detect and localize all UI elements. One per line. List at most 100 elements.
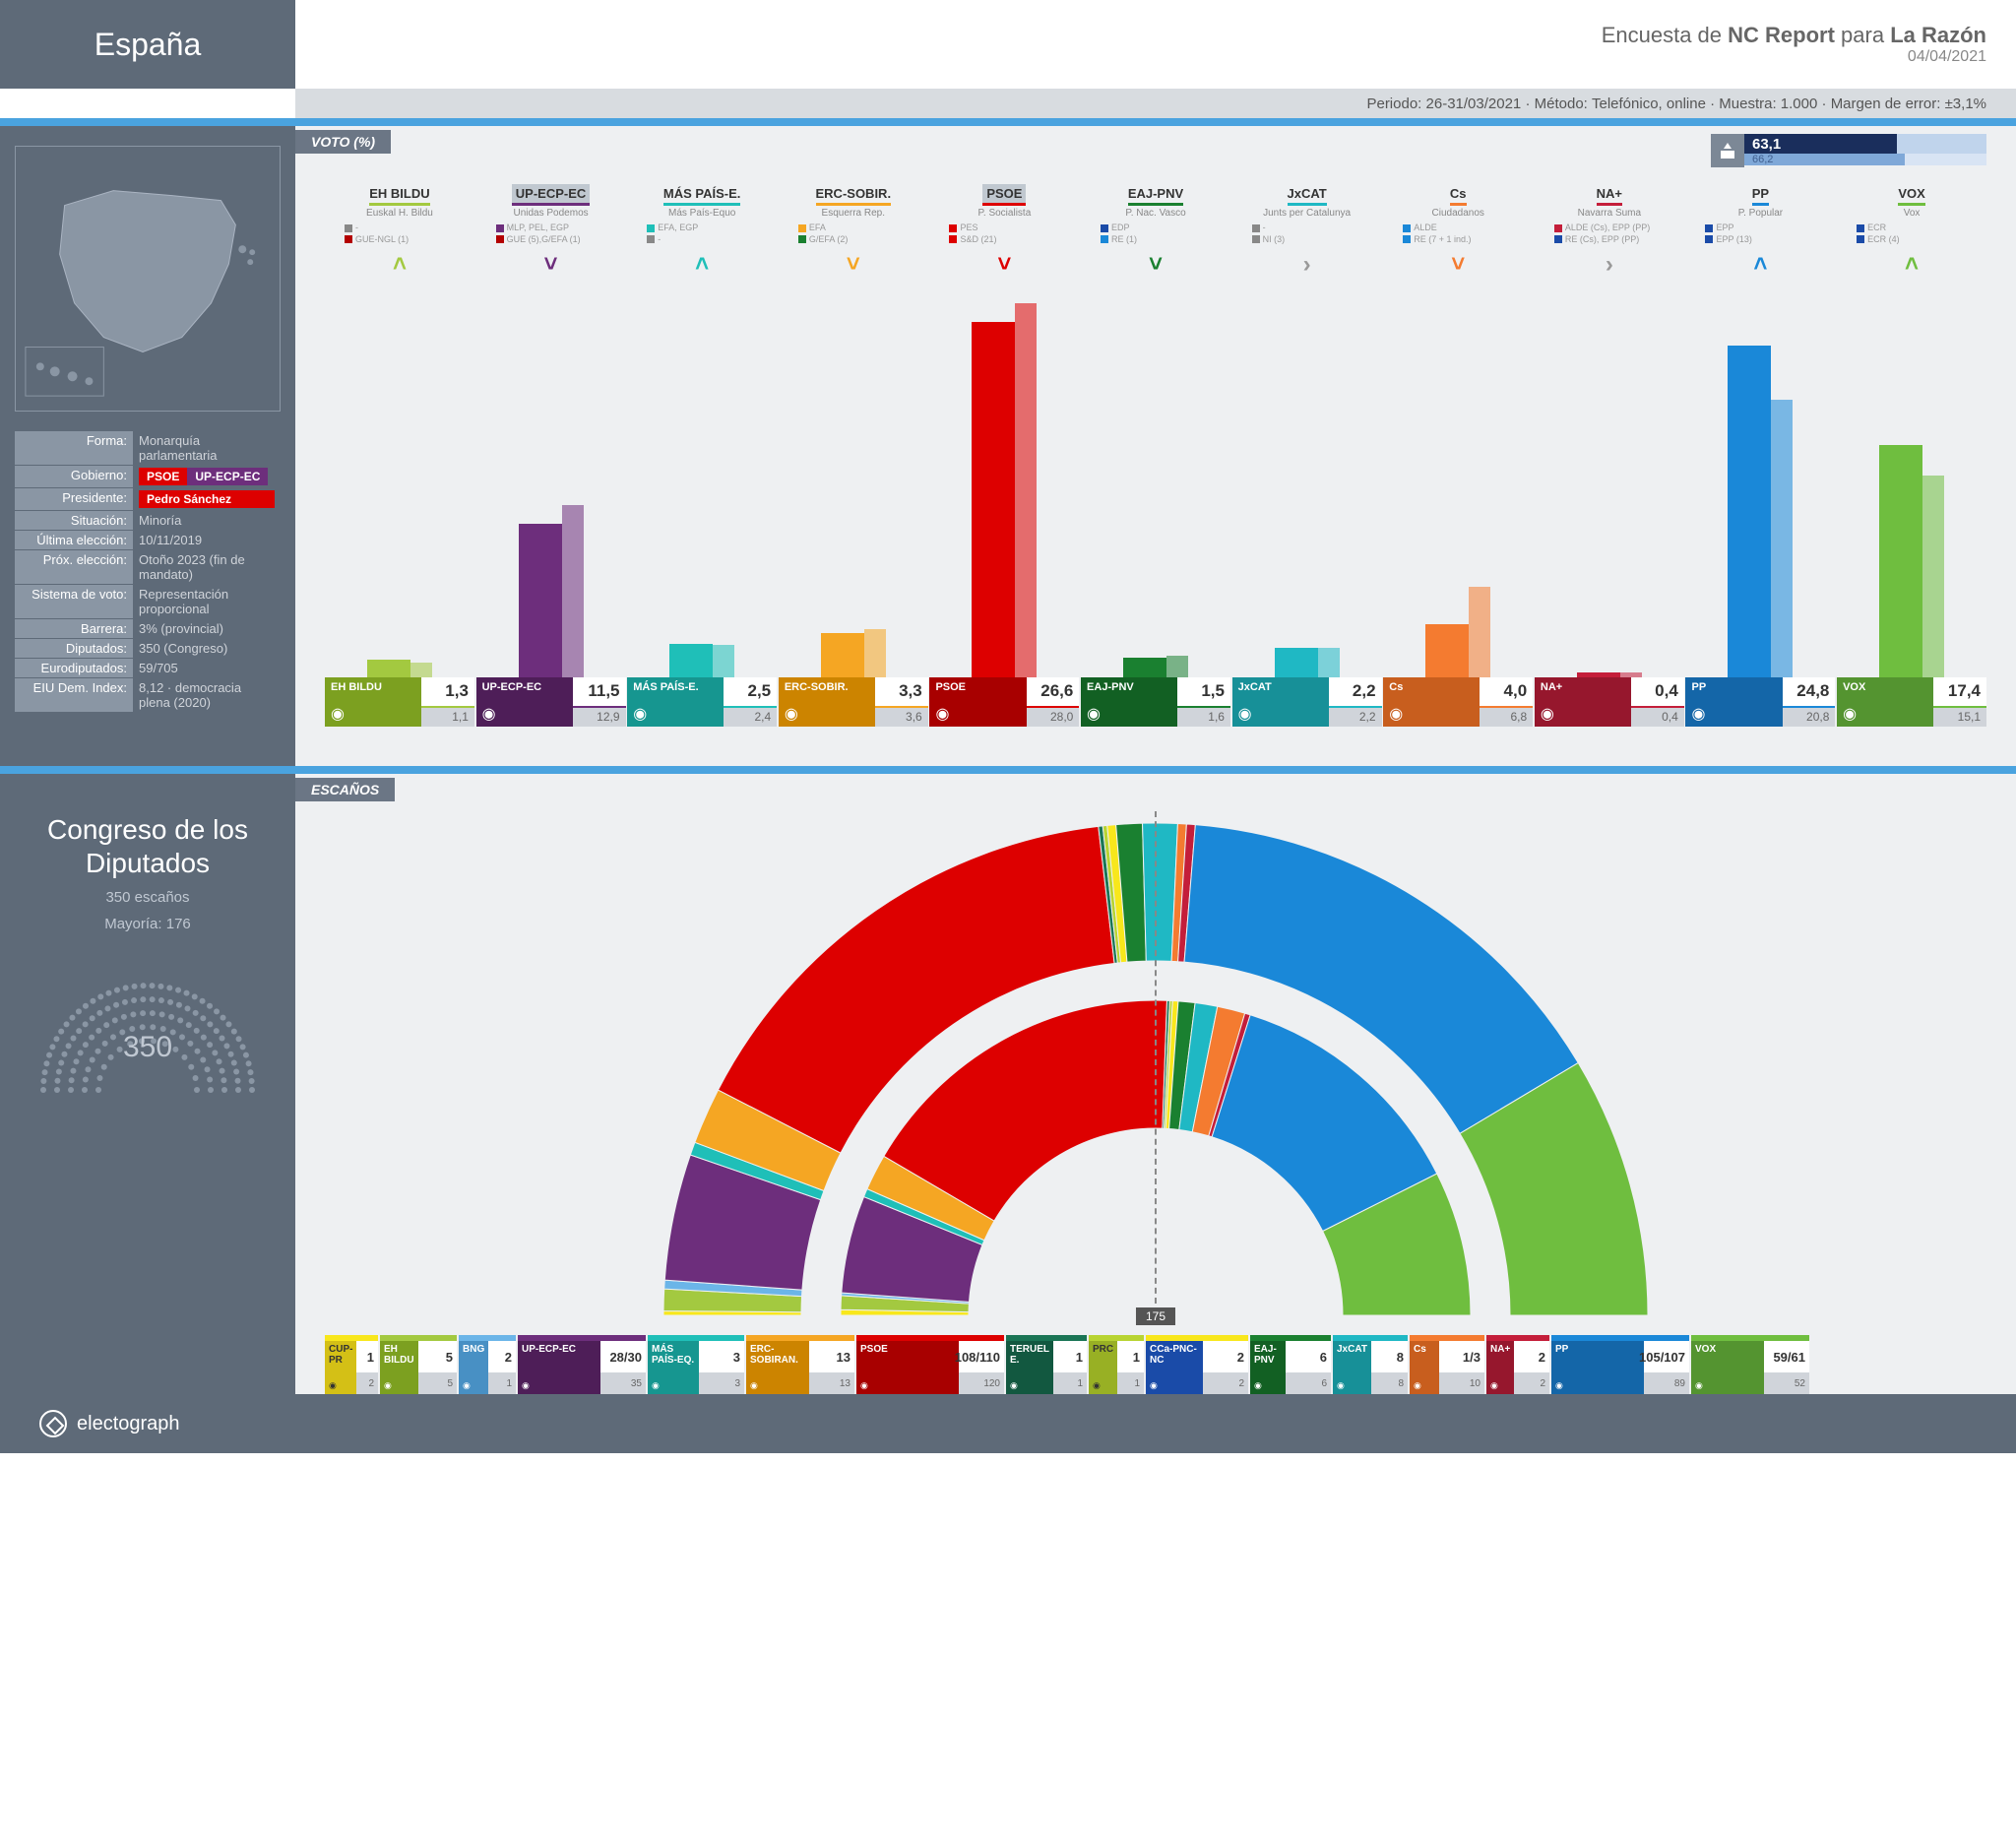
sample-value: 1.000 (1781, 96, 1818, 112)
spain-map (15, 146, 281, 412)
bar-label-EAJ-PNV: EAJ-PNV◉ 1,51,6 (1081, 677, 1230, 727)
bar-VOX (1837, 303, 1986, 677)
seats-labels: CUP-PR◉ 12 EH BILDU◉ 55 BNG◉ 21 UP-ECP-E… (325, 1335, 1986, 1394)
map-svg (16, 147, 280, 411)
bar-Cs (1383, 303, 1533, 677)
bar-EH BILDU (325, 303, 474, 677)
info-euro: 59/705 (133, 659, 281, 677)
party-header-PSOE: PSOE P. Socialista PESS&D (21) ˅ (929, 185, 1079, 293)
seat-label-VOX: VOX◉ 59/6152 (1691, 1335, 1809, 1394)
bar-labels: EH BILDU◉ 1,31,1 UP-ECP-EC◉ 11,512,9 MÁS… (325, 677, 1986, 727)
seat-label-PRC: PRC◉ 11 (1089, 1335, 1144, 1394)
info-prox: Otoño 2023 (fin de mandato) (133, 550, 281, 584)
arc-chart: 175 (467, 813, 1845, 1325)
meta-row: Periodo: 26-31/03/2021 · Método: Telefón… (0, 89, 2016, 118)
meta-content: Periodo: 26-31/03/2021 · Método: Telefón… (295, 89, 2016, 118)
country-title: España (0, 0, 295, 89)
bar-label-VOX: VOX◉ 17,415,1 (1837, 677, 1986, 727)
pollster: NC Report (1728, 23, 1835, 47)
info-gobierno: PSOEUP-ECP-EC (133, 466, 281, 487)
margin-value: ±3,1% (1945, 96, 1986, 112)
seats-majority-label: Mayoría: 176 (20, 916, 276, 932)
info-barrera: 3% (provincial) (133, 619, 281, 638)
seat-label-PP: PP◉ 105/10789 (1551, 1335, 1689, 1394)
sidebar: Forma:Monarquía parlamentaria Gobierno:P… (0, 126, 295, 766)
method-value: Telefónico, online (1592, 96, 1706, 112)
bars (325, 303, 1986, 677)
seat-label-PSOE: PSOE◉ 108/110120 (856, 1335, 1004, 1394)
seat-label-TERUEL E.: TERUEL E.◉ 11 (1006, 1335, 1087, 1394)
party-header-PP: PP P. Popular EPPEPP (13) ˄ (1685, 185, 1835, 293)
info-forma-label: Forma: (15, 431, 133, 465)
info-sistema-label: Sistema de voto: (15, 585, 133, 618)
bar-label-ERC-SOBIR.: ERC-SOBIR.◉ 3,33,6 (779, 677, 928, 727)
bar-NA+ (1535, 303, 1684, 677)
seats-sidebar: Congreso de los Diputados 350 escaños Ma… (0, 774, 295, 1394)
center-marker: 175 (1136, 811, 1175, 1325)
seat-label-UP-ECP-EC: UP-ECP-EC◉ 28/3035 (518, 1335, 646, 1394)
info-barrera-label: Barrera: (15, 619, 133, 638)
bar-PSOE (929, 303, 1079, 677)
seat-label-Cs: Cs◉ 1/310 (1410, 1335, 1484, 1394)
method-label: Método: (1535, 96, 1588, 112)
bar-PP (1685, 303, 1835, 677)
brand-name: electograph (77, 1413, 180, 1435)
bar-label-PP: PP◉ 24,820,8 (1685, 677, 1835, 727)
mini-hemicycle: 350 (20, 962, 276, 1080)
seat-label-JxCAT: JxCAT◉ 88 (1333, 1335, 1408, 1394)
seat-label-EAJ-PNV: EAJ-PNV◉ 66 (1250, 1335, 1331, 1394)
party-header-MÁS PAÍS-E.: MÁS PAÍS-E. Más País-Equo EFA, EGP- ˄ (627, 185, 777, 293)
info-sistema: Representación proporcional (133, 585, 281, 618)
seats-content: ESCAÑOS 175 CUP-PR◉ 12 EH BILDU◉ 55 BNG◉… (295, 774, 2016, 1394)
seat-label-EH BILDU: EH BILDU◉ 55 (380, 1335, 457, 1394)
poll-subtitle: Encuesta de NC Report para La Razón 04/0… (295, 0, 2016, 89)
poll-middle: para (1835, 23, 1890, 47)
info-presidente: Pedro Sánchez (133, 488, 281, 510)
party-header-NA+: NA+ Navarra Suma ALDE (Cs), EPP (PP)RE (… (1535, 185, 1684, 293)
party-header-Cs: Cs Ciudadanos ALDERE (7 + 1 ind.) ˅ (1383, 185, 1533, 293)
vote-content: VOTO (%) 63,1 66,2 EH BILDU Euskal H. Bi… (295, 126, 2016, 766)
info-diputados-label: Diputados: (15, 639, 133, 658)
info-ultima: 10/11/2019 (133, 531, 281, 549)
seat-label-CUP-PR: CUP-PR◉ 12 (325, 1335, 378, 1394)
info-prox-label: Próx. elección: (15, 550, 133, 584)
bar-label-JxCAT: JxCAT◉ 2,22,2 (1232, 677, 1382, 727)
sample-label: Muestra: (1719, 96, 1776, 112)
seat-label-ERC-SOBIRAN.: ERC-SOBIRAN.◉ 1313 (746, 1335, 854, 1394)
party-header-UP-ECP-EC: UP-ECP-EC Unidas Podemos MLP, PEL, EGPGU… (476, 185, 626, 293)
vote-tab: VOTO (%) (295, 130, 391, 154)
period-value: 26-31/03/2021 (1426, 96, 1522, 112)
party-header-JxCAT: JxCAT Junts per Catalunya -NI (3) › (1232, 185, 1382, 293)
info-forma: Monarquía parlamentaria (133, 431, 281, 465)
info-euro-label: Eurodiputados: (15, 659, 133, 677)
bar-chart: EH BILDU Euskal H. Bildu - GUE-NGL (1) ˄… (295, 126, 2016, 766)
majority-number: 175 (1136, 1307, 1175, 1325)
header-row: España Encuesta de NC Report para La Raz… (0, 0, 2016, 89)
poll-outlet: La Razón (1890, 23, 1986, 47)
party-header-VOX: VOX Vox ECRECR (4) ˄ (1837, 185, 1986, 293)
chamber-title: Congreso de los Diputados (20, 813, 276, 879)
party-header-ERC-SOBIR.: ERC-SOBIR. Esquerra Rep. EFAG/EFA (2) ˅ (779, 185, 928, 293)
divider (0, 118, 2016, 126)
bar-label-MÁS PAÍS-E.: MÁS PAÍS-E.◉ 2,52,4 (627, 677, 777, 727)
seat-label-NA+: NA+◉ 22 (1486, 1335, 1549, 1394)
poll-prefix: Encuesta de (1602, 23, 1728, 47)
info-situacion-label: Situación: (15, 511, 133, 530)
seats-section: Congreso de los Diputados 350 escaños Ma… (0, 774, 2016, 1394)
seat-label-MÁS PAÍS-EQ.: MÁS PAÍS-EQ.◉ 33 (648, 1335, 744, 1394)
seats-tab: ESCAÑOS (295, 778, 395, 801)
seats-total-label: 350 escaños (20, 889, 276, 906)
bar-MÁS PAÍS-E. (627, 303, 777, 677)
bar-ERC-SOBIR. (779, 303, 928, 677)
party-header-EAJ-PNV: EAJ-PNV P. Nac. Vasco EDPRE (1) ˅ (1081, 185, 1230, 293)
info-table: Forma:Monarquía parlamentaria Gobierno:P… (15, 431, 281, 712)
bar-EAJ-PNV (1081, 303, 1230, 677)
bar-UP-ECP-EC (476, 303, 626, 677)
divider (0, 766, 2016, 774)
bar-label-EH BILDU: EH BILDU◉ 1,31,1 (325, 677, 474, 727)
bar-label-Cs: Cs◉ 4,06,8 (1383, 677, 1533, 727)
poll-date: 04/04/2021 (1908, 48, 1986, 66)
bar-JxCAT (1232, 303, 1382, 677)
bar-label-NA+: NA+◉ 0,40,4 (1535, 677, 1684, 727)
hemicycle-total: 350 (20, 1031, 276, 1064)
